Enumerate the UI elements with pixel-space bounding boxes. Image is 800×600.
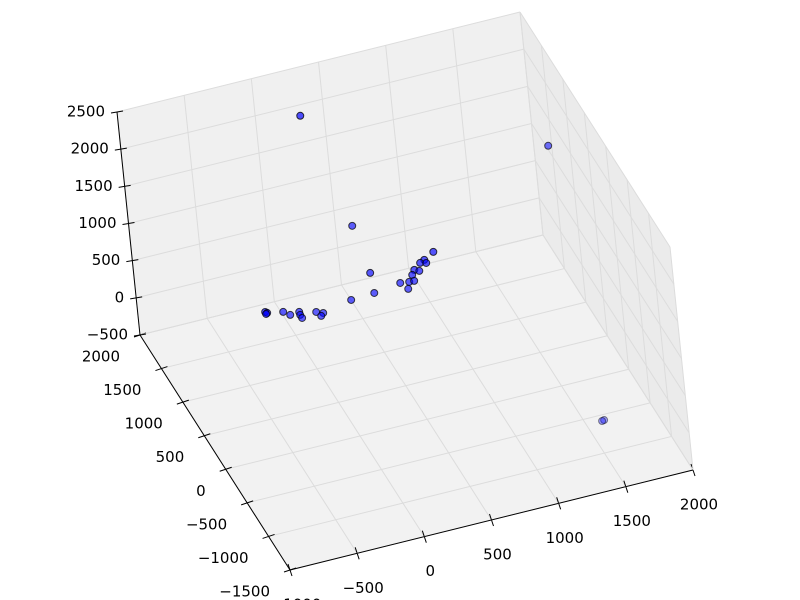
point (415, 266, 424, 275)
grid-line (161, 268, 565, 370)
y-tick-label: 500 (156, 448, 185, 466)
z-tick-label: 500 (92, 251, 121, 269)
point (366, 268, 375, 277)
grid-line (247, 402, 651, 504)
z-tick-label: 2000 (71, 140, 109, 158)
x-tick-label: −1000 (271, 596, 322, 600)
grid-line (120, 48, 524, 150)
point (317, 311, 326, 320)
grid-line (136, 197, 540, 299)
point (600, 416, 609, 425)
grid-line (542, 234, 694, 471)
point (296, 111, 305, 120)
x-tick-label: 0 (426, 562, 436, 580)
grid-line (268, 435, 672, 537)
grid-line (225, 368, 629, 470)
grid-line (408, 268, 560, 504)
grid-line (206, 318, 358, 554)
x-axis-line (289, 469, 694, 571)
y-axis-line (139, 334, 291, 571)
grid-line (531, 123, 682, 359)
grid-line (527, 86, 679, 322)
grid-line (534, 160, 686, 396)
x-tick-label: 1000 (546, 529, 584, 547)
z-tick-label: 1000 (78, 214, 116, 232)
point (279, 307, 288, 316)
grid-line (538, 197, 690, 434)
x-tick-label: 1500 (613, 512, 651, 530)
grid-line (204, 335, 608, 437)
grid-line (341, 284, 492, 521)
y-tick-label: 1000 (125, 415, 163, 433)
point (598, 416, 607, 425)
z-tick-label: 2500 (67, 103, 105, 121)
grid-line (182, 301, 586, 403)
point (410, 276, 419, 285)
point (348, 221, 357, 230)
point (429, 247, 438, 256)
point (370, 288, 379, 297)
z-tick-label: −500 (87, 326, 128, 344)
grid-line (139, 234, 544, 336)
grid-line (124, 85, 528, 187)
y-tick-label: 0 (196, 482, 206, 500)
grid-line (523, 48, 675, 285)
point (396, 278, 405, 287)
x-tick-label: 500 (483, 546, 512, 564)
x-tick-label: −500 (343, 579, 384, 597)
point (262, 309, 271, 318)
grid-line (116, 11, 521, 113)
y-tick-label: −500 (186, 515, 227, 533)
y-tick-label: 2000 (82, 348, 120, 366)
point (544, 141, 553, 150)
point (347, 295, 356, 304)
grid-line (132, 160, 536, 262)
point (286, 310, 295, 319)
grid-line (519, 11, 671, 248)
z-axis-line (116, 111, 141, 336)
y-tick-label: −1000 (198, 549, 249, 567)
grid-line (273, 301, 425, 537)
point (404, 284, 413, 293)
grid-line (475, 251, 627, 487)
x-tick-label: 2000 (680, 496, 718, 514)
z-tick-label: 0 (115, 288, 125, 306)
z-tick-label: 1500 (74, 177, 112, 195)
y-tick-label: −1500 (219, 583, 270, 600)
point (422, 258, 431, 267)
point (298, 313, 307, 322)
grid-line (128, 123, 532, 224)
y-tick-label: 1500 (103, 381, 141, 399)
